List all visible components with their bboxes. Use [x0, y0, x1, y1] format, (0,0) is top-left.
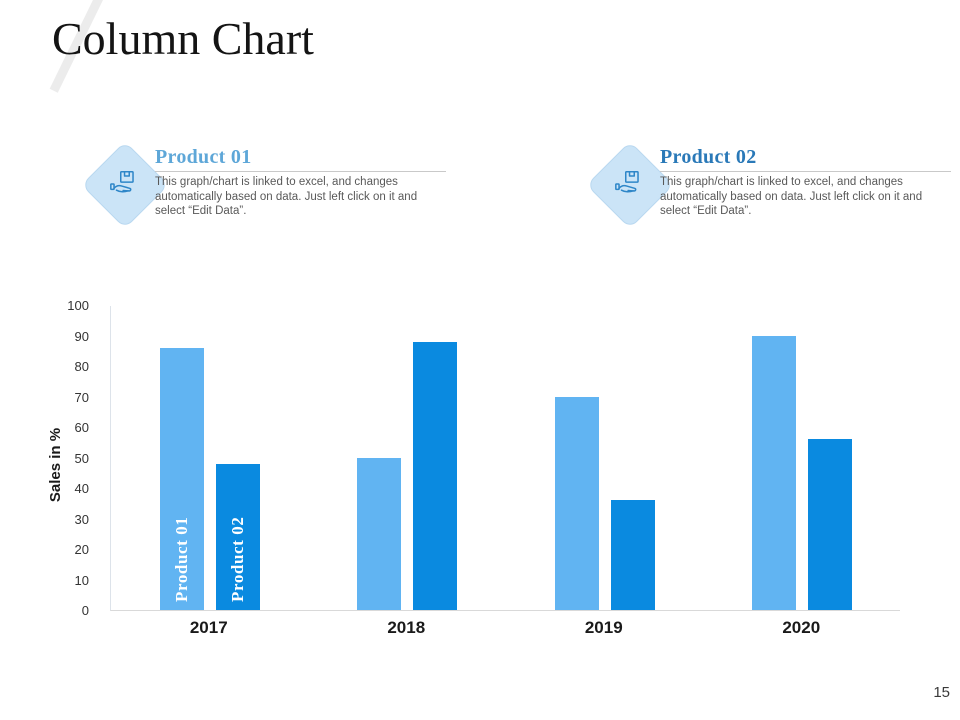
bar-product-02-2019 — [610, 500, 655, 610]
y-axis-ticks: 100 90 80 70 60 50 40 30 20 10 0 — [45, 298, 95, 618]
x-tick-label: 2018 — [387, 618, 426, 637]
box-in-hand-icon — [110, 171, 134, 193]
callout-separator — [155, 171, 446, 172]
plot-area: Product 01 Product 02 — [110, 306, 900, 611]
bar-series-label: Product 01 — [171, 516, 191, 603]
y-tick-label: 90 — [74, 328, 89, 344]
page-title: Column Chart — [52, 13, 314, 64]
y-tick-label: 0 — [81, 603, 89, 618]
bar-product-02-2020 — [808, 439, 853, 610]
y-tick-label: 40 — [74, 481, 89, 496]
box-in-hand-icon — [615, 171, 639, 193]
callout-body-text: This graph/chart is linked to excel, and… — [660, 176, 923, 217]
bar-product-01-2017: Product 01 — [159, 347, 204, 610]
y-tick-label: 50 — [74, 450, 89, 466]
bar-product-01-2020 — [752, 335, 797, 610]
callout-body-text: This graph/chart is linked to excel, and… — [155, 176, 418, 217]
callout-separator — [660, 171, 951, 172]
y-tick-label: 30 — [74, 511, 89, 527]
y-tick-label: 20 — [74, 542, 89, 557]
y-tick-label: 10 — [74, 572, 89, 588]
bar-product-02-2017: Product 02 — [215, 463, 260, 610]
y-tick-label: 60 — [74, 420, 89, 435]
x-axis-labels: 2017 2018 2019 2020 — [110, 618, 900, 640]
bar-product-01-2018 — [357, 457, 402, 610]
callout-heading: Product 01 — [155, 146, 252, 168]
x-tick-label: 2019 — [584, 618, 623, 637]
y-tick-label: 100 — [67, 298, 89, 313]
callout-heading: Product 02 — [660, 146, 757, 168]
bar-product-02-2018 — [413, 341, 458, 610]
y-tick-label: 80 — [74, 359, 89, 374]
x-tick-label: 2017 — [189, 618, 228, 637]
page-number: 15 — [933, 684, 950, 701]
x-tick-label: 2020 — [782, 618, 821, 637]
y-tick-label: 70 — [74, 389, 89, 405]
bar-series-label: Product 02 — [227, 516, 247, 603]
bar-product-01-2019 — [554, 396, 599, 610]
